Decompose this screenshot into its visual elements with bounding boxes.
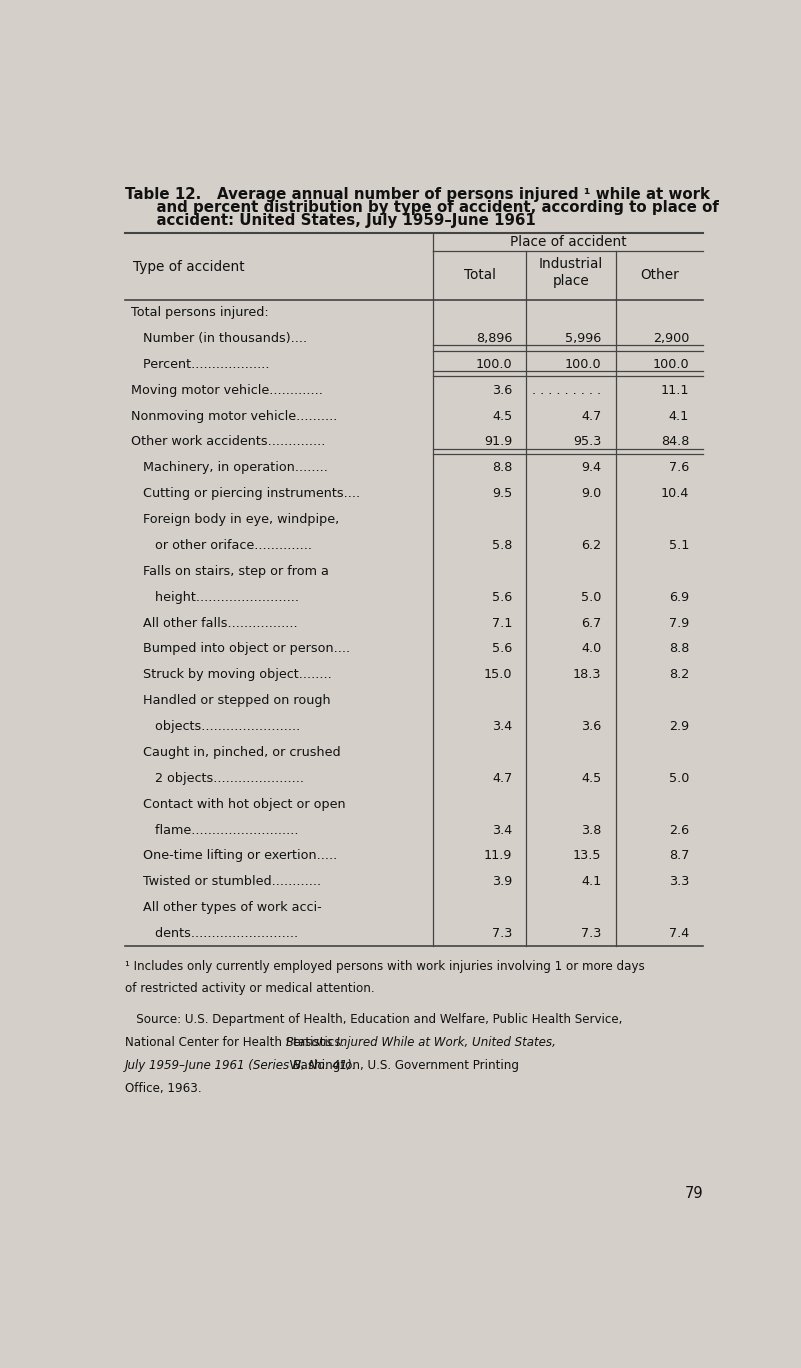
- Text: 5.0: 5.0: [582, 591, 602, 603]
- Text: 5.6: 5.6: [492, 643, 513, 655]
- Text: Moving motor vehicle.............: Moving motor vehicle.............: [131, 384, 323, 397]
- Text: One-time lifting or exertion.....: One-time lifting or exertion.....: [131, 850, 337, 862]
- Text: 9.5: 9.5: [492, 487, 513, 501]
- Text: 3.4: 3.4: [492, 720, 513, 733]
- Text: 3.9: 3.9: [492, 876, 513, 888]
- Text: July 1959–June 1961 (Series B, No. 41).: July 1959–June 1961 (Series B, No. 41).: [125, 1059, 356, 1073]
- Text: objects........................: objects........................: [131, 720, 300, 733]
- Text: Number (in thousands)....: Number (in thousands)....: [131, 332, 308, 345]
- Text: Handled or stepped on rough: Handled or stepped on rough: [131, 694, 331, 707]
- Text: 8,896: 8,896: [476, 332, 513, 345]
- Text: 5.6: 5.6: [492, 591, 513, 603]
- Text: Bumped into object or person....: Bumped into object or person....: [131, 643, 350, 655]
- Text: 4.1: 4.1: [669, 409, 689, 423]
- Text: Cutting or piercing instruments....: Cutting or piercing instruments....: [131, 487, 360, 501]
- Text: 100.0: 100.0: [565, 358, 602, 371]
- Text: 2,900: 2,900: [653, 332, 689, 345]
- Text: 9.4: 9.4: [582, 461, 602, 475]
- Text: . . . . . . . . .: . . . . . . . . .: [533, 384, 602, 397]
- Text: Foreign body in eye, windpipe,: Foreign body in eye, windpipe,: [131, 513, 340, 527]
- Text: Other: Other: [640, 268, 678, 282]
- Text: 7.1: 7.1: [492, 617, 513, 629]
- Text: 100.0: 100.0: [476, 358, 513, 371]
- Text: 7.6: 7.6: [669, 461, 689, 475]
- Text: 91.9: 91.9: [484, 435, 513, 449]
- Text: Other work accidents..............: Other work accidents..............: [131, 435, 325, 449]
- Text: 5.8: 5.8: [492, 539, 513, 551]
- Text: 7.3: 7.3: [492, 928, 513, 940]
- Text: Contact with hot object or open: Contact with hot object or open: [131, 798, 346, 811]
- Text: National Center for Health Statistics.: National Center for Health Statistics.: [125, 1036, 352, 1049]
- Text: 6.7: 6.7: [582, 617, 602, 629]
- Text: 3.8: 3.8: [582, 824, 602, 837]
- Text: 5,996: 5,996: [566, 332, 602, 345]
- Text: 9.0: 9.0: [582, 487, 602, 501]
- Text: Total: Total: [464, 268, 496, 282]
- Text: 79: 79: [684, 1186, 703, 1201]
- Text: Washington, U.S. Government Printing: Washington, U.S. Government Printing: [282, 1059, 519, 1073]
- Text: Twisted or stumbled............: Twisted or stumbled............: [131, 876, 321, 888]
- Text: of restricted activity or medical attention.: of restricted activity or medical attent…: [125, 982, 375, 995]
- Text: 4.1: 4.1: [582, 876, 602, 888]
- Text: All other types of work acci-: All other types of work acci-: [131, 902, 322, 914]
- Text: Falls on stairs, step or from a: Falls on stairs, step or from a: [131, 565, 329, 577]
- Text: 7.3: 7.3: [582, 928, 602, 940]
- Text: Place of accident: Place of accident: [510, 235, 626, 249]
- Text: 8.8: 8.8: [492, 461, 513, 475]
- Text: 8.7: 8.7: [669, 850, 689, 862]
- Text: 3.6: 3.6: [582, 720, 602, 733]
- Text: 3.3: 3.3: [669, 876, 689, 888]
- Text: 84.8: 84.8: [661, 435, 689, 449]
- Text: Source: U.S. Department of Health, Education and Welfare, Public Health Service,: Source: U.S. Department of Health, Educa…: [125, 1012, 622, 1026]
- Text: or other oriface..............: or other oriface..............: [131, 539, 312, 551]
- Text: Persons Injured While at Work, United States,: Persons Injured While at Work, United St…: [286, 1036, 556, 1049]
- Text: and percent distribution by type of accident, according to place of: and percent distribution by type of acci…: [125, 200, 718, 215]
- Text: 11.1: 11.1: [661, 384, 689, 397]
- Text: 7.9: 7.9: [669, 617, 689, 629]
- Text: 4.7: 4.7: [582, 409, 602, 423]
- Text: 8.2: 8.2: [669, 669, 689, 681]
- Text: 4.5: 4.5: [582, 772, 602, 785]
- Text: flame..........................: flame..........................: [131, 824, 299, 837]
- Text: 8.8: 8.8: [669, 643, 689, 655]
- Text: 5.0: 5.0: [669, 772, 689, 785]
- Text: Total persons injured:: Total persons injured:: [131, 306, 269, 319]
- Text: 3.6: 3.6: [492, 384, 513, 397]
- Text: 15.0: 15.0: [484, 669, 513, 681]
- Text: dents..........................: dents..........................: [131, 928, 298, 940]
- Text: All other falls.................: All other falls.................: [131, 617, 298, 629]
- Text: Table 12.   Average annual number of persons injured ¹ while at work: Table 12. Average annual number of perso…: [125, 187, 710, 202]
- Text: Type of accident: Type of accident: [133, 260, 244, 274]
- Text: 13.5: 13.5: [573, 850, 602, 862]
- Text: Industrial
place: Industrial place: [539, 257, 603, 289]
- Text: Struck by moving object........: Struck by moving object........: [131, 669, 332, 681]
- Text: 4.0: 4.0: [582, 643, 602, 655]
- Text: 10.4: 10.4: [661, 487, 689, 501]
- Text: Nonmoving motor vehicle..........: Nonmoving motor vehicle..........: [131, 409, 337, 423]
- Text: accident: United States, July 1959–June 1961: accident: United States, July 1959–June …: [125, 213, 536, 228]
- Text: 11.9: 11.9: [484, 850, 513, 862]
- Text: 5.1: 5.1: [669, 539, 689, 551]
- Text: ¹ Includes only currently employed persons with work injuries involving 1 or mor: ¹ Includes only currently employed perso…: [125, 960, 645, 974]
- Text: 6.9: 6.9: [669, 591, 689, 603]
- Text: 4.7: 4.7: [492, 772, 513, 785]
- Text: 4.5: 4.5: [492, 409, 513, 423]
- Text: 2 objects......................: 2 objects......................: [131, 772, 304, 785]
- Text: Caught in, pinched, or crushed: Caught in, pinched, or crushed: [131, 746, 340, 759]
- Text: Office, 1963.: Office, 1963.: [125, 1082, 202, 1094]
- Text: 6.2: 6.2: [582, 539, 602, 551]
- Text: 2.6: 2.6: [669, 824, 689, 837]
- Text: 100.0: 100.0: [653, 358, 689, 371]
- Text: Machinery, in operation........: Machinery, in operation........: [131, 461, 328, 475]
- Text: 18.3: 18.3: [573, 669, 602, 681]
- Text: Percent...................: Percent...................: [131, 358, 270, 371]
- Text: 95.3: 95.3: [574, 435, 602, 449]
- Text: 7.4: 7.4: [669, 928, 689, 940]
- Text: 2.9: 2.9: [669, 720, 689, 733]
- Text: height.........................: height.........................: [131, 591, 299, 603]
- Text: 3.4: 3.4: [492, 824, 513, 837]
